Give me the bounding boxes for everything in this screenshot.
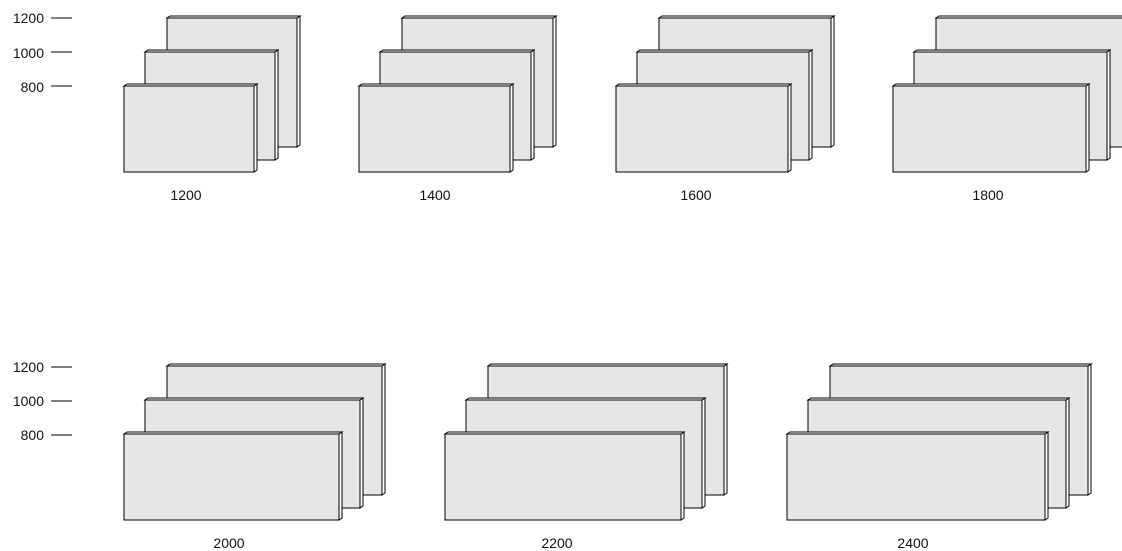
panel-stack <box>122 363 387 521</box>
width-label: 2200 <box>541 535 572 551</box>
width-label: 1400 <box>419 187 450 203</box>
panel-front <box>892 85 1087 173</box>
panel-front <box>786 433 1046 521</box>
height-scale-row-1: 1200 1000 800 <box>13 10 72 95</box>
height-tick-label: 1000 <box>13 45 44 61</box>
panel-stack <box>122 15 302 173</box>
panel-front <box>444 433 682 521</box>
height-tick-label: 800 <box>21 427 45 443</box>
panel-stack <box>614 15 836 173</box>
panel-stack <box>357 15 558 173</box>
height-tick-label: 800 <box>21 79 45 95</box>
width-label: 1200 <box>170 187 201 203</box>
width-label: 2000 <box>213 535 244 551</box>
group-labels-row-1: 1200 1400 1600 1800 <box>170 187 1003 203</box>
width-label: 1600 <box>680 187 711 203</box>
height-tick-label: 1200 <box>13 359 44 375</box>
panel-front <box>615 85 789 173</box>
group-labels-row-2: 2000 2200 2400 <box>213 535 928 551</box>
panel-front <box>123 433 340 521</box>
panel-stack <box>785 363 1093 521</box>
panel-groups <box>122 15 1122 521</box>
panel-front <box>123 85 255 173</box>
width-label: 1800 <box>972 187 1003 203</box>
width-label: 2400 <box>897 535 928 551</box>
height-scale-row-2: 1200 1000 800 <box>13 359 72 443</box>
height-tick-label: 1200 <box>13 10 44 26</box>
panel-stack <box>891 15 1122 173</box>
height-tick-label: 1000 <box>13 393 44 409</box>
panel-front <box>358 85 511 173</box>
panel-stack <box>443 363 729 521</box>
